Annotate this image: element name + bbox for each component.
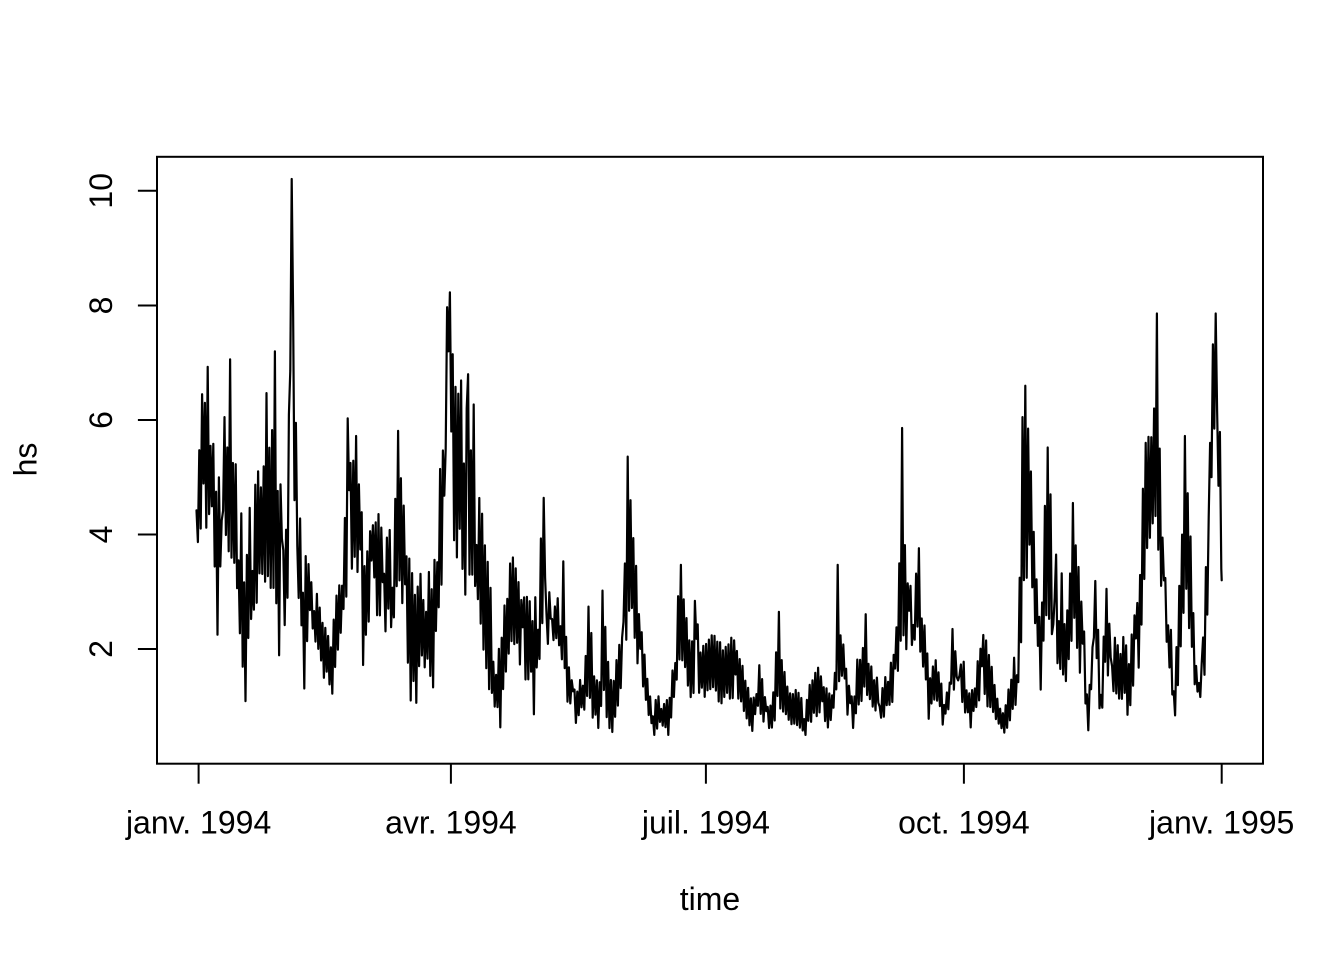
svg-text:oct. 1994: oct. 1994 [898,804,1030,840]
svg-text:6: 6 [83,411,119,429]
svg-text:4: 4 [83,526,119,544]
svg-text:10: 10 [83,173,119,209]
svg-text:8: 8 [83,297,119,315]
svg-text:juil. 1994: juil. 1994 [641,804,770,840]
svg-text:janv. 1994: janv. 1994 [125,804,271,840]
svg-text:time: time [680,881,740,917]
svg-text:2: 2 [83,640,119,658]
svg-text:avr. 1994: avr. 1994 [385,804,517,840]
svg-text:hs: hs [8,443,44,477]
svg-text:janv. 1995: janv. 1995 [1148,804,1294,840]
